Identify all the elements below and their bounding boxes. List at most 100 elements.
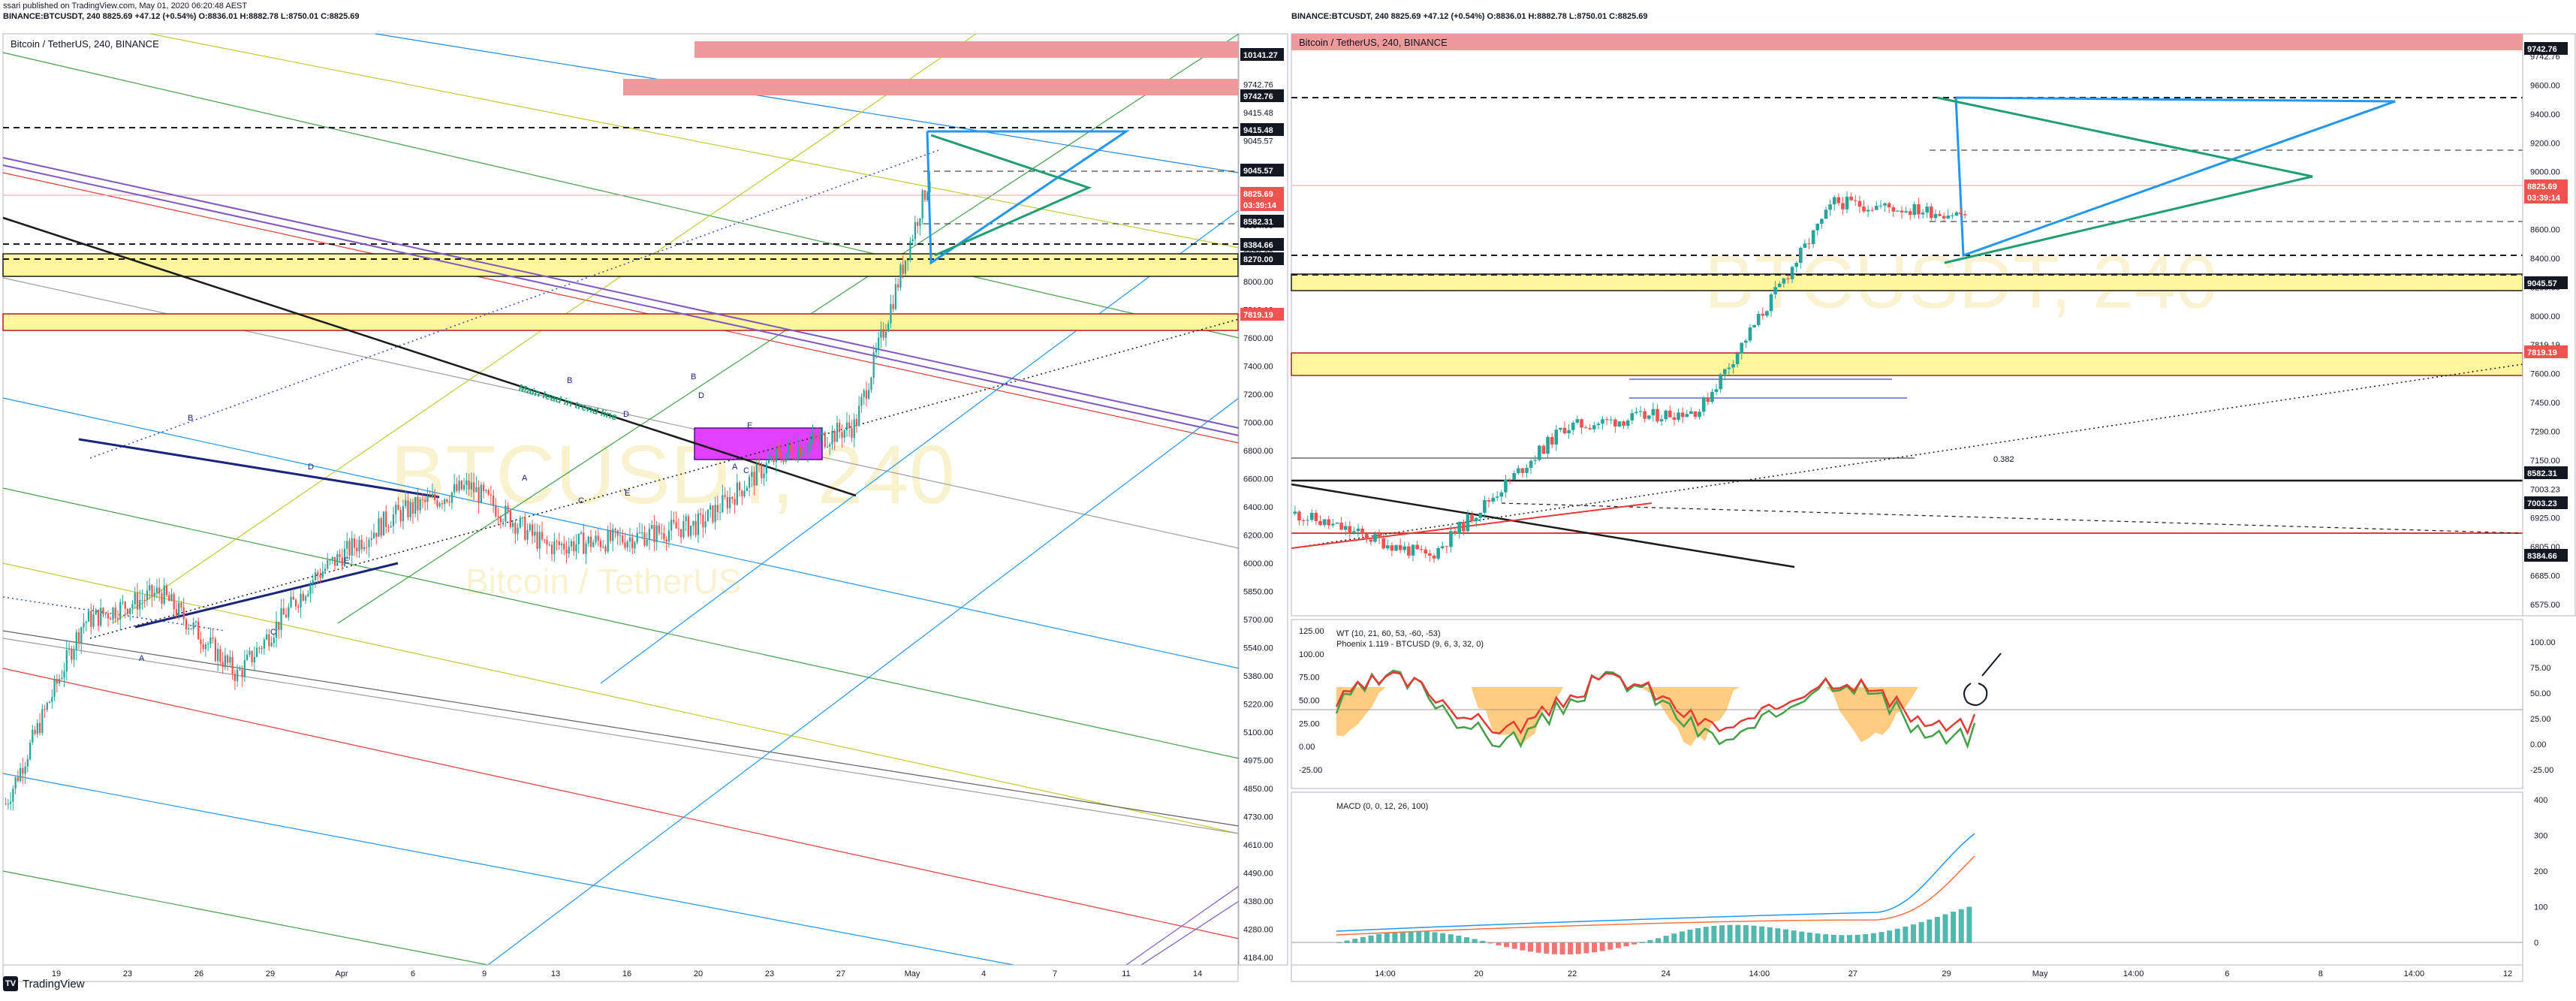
macd-bar xyxy=(1416,931,1422,943)
candle xyxy=(170,593,173,602)
candle xyxy=(826,446,829,448)
macd-bar xyxy=(1783,929,1788,943)
levels xyxy=(3,127,1239,260)
candle xyxy=(836,423,839,442)
candle xyxy=(868,390,870,399)
candle xyxy=(139,599,141,610)
chart-canvas[interactable]: Bitcoin / TetherUS, 240, BINANCE BTCUSDT… xyxy=(0,23,2576,991)
candle xyxy=(1297,511,1301,521)
candle xyxy=(275,621,278,638)
candle xyxy=(110,618,112,620)
candle xyxy=(414,496,417,514)
right-chart[interactable]: Bitcoin / TetherUS, 240, BINANCE BTCUSDT… xyxy=(1291,33,2576,982)
price-tick: 50.00 xyxy=(2530,689,2551,698)
candle xyxy=(46,702,48,710)
price-badge-label: 8384.66 xyxy=(1243,241,1273,250)
price-badge xyxy=(2524,549,2568,562)
candle xyxy=(923,190,926,201)
candle xyxy=(358,539,360,551)
left-chart[interactable]: Bitcoin / TetherUS, 240, BINANCE BTCUSDT… xyxy=(2,33,1288,982)
price-tick: 100.00 xyxy=(2530,638,2556,647)
candle xyxy=(468,480,470,490)
candle xyxy=(536,532,538,549)
candle xyxy=(812,434,814,442)
right-trend-line xyxy=(1291,483,1795,568)
candle xyxy=(802,453,804,456)
left-time-axis[interactable] xyxy=(2,964,1239,982)
candle xyxy=(1478,512,1483,518)
fan-line xyxy=(2,487,1240,759)
candle xyxy=(1609,419,1613,421)
candle xyxy=(722,495,724,512)
candle xyxy=(372,532,375,538)
price-tick: 5220.00 xyxy=(1243,701,1273,710)
price-tick: 9045.57 xyxy=(1243,137,1273,146)
candle xyxy=(1381,538,1385,549)
macd-bar xyxy=(1592,942,1597,953)
candle xyxy=(324,568,327,571)
candle xyxy=(1348,526,1352,533)
macd-bar xyxy=(1544,942,1550,954)
right-price-axis[interactable] xyxy=(2522,33,2576,617)
price-tick: 9400.00 xyxy=(2530,110,2560,119)
candle xyxy=(143,599,146,601)
price-tick: 6925.00 xyxy=(2530,514,2560,523)
candle xyxy=(1529,460,1533,469)
macd-bar xyxy=(1927,919,1933,943)
time-tick: 11 xyxy=(1122,969,1130,978)
candle xyxy=(1495,496,1499,498)
macd-bar xyxy=(1911,924,1916,943)
candle xyxy=(880,329,882,338)
candle xyxy=(904,260,907,274)
candle xyxy=(239,669,241,671)
left-pane-title: Bitcoin / TetherUS, 240, BINANCE xyxy=(11,38,159,50)
candle xyxy=(146,590,149,600)
candle xyxy=(728,496,731,508)
candle xyxy=(736,482,738,505)
price-badge xyxy=(1240,164,1284,176)
left-price-badges: 10141.27 9742.76 9415.48 9045.57 8825.69 03:3… xyxy=(1240,48,1284,321)
time-tick: 29 xyxy=(1942,969,1951,978)
candle xyxy=(95,609,97,615)
tradingview-logo-icon: TV xyxy=(3,976,18,991)
wt-left-axis: 125.00 100.00 75.00 50.00 25.00 0.00 -25.00 xyxy=(1299,627,1324,775)
wave-label: D xyxy=(698,391,704,400)
candle xyxy=(746,487,748,491)
projection-blue xyxy=(1954,96,2396,258)
candle xyxy=(1862,207,1866,212)
candle xyxy=(237,669,239,681)
brand[interactable]: TV TradingView xyxy=(3,976,85,991)
wave-labels: B D A C E B D A C E B D A C E xyxy=(139,372,752,663)
candle xyxy=(470,482,472,490)
candle xyxy=(589,536,592,547)
macd-bar xyxy=(1511,942,1517,949)
candle xyxy=(628,537,631,542)
phoenix-title: Phoenix 1.119 - BTCUSD (9, 6, 3, 32, 0) xyxy=(1336,640,1484,649)
price-tick: 4380.00 xyxy=(1243,897,1273,906)
candle xyxy=(1462,522,1466,532)
candle xyxy=(265,634,268,640)
candle xyxy=(702,514,704,528)
price-tick: 25.00 xyxy=(1299,719,1320,728)
macd-bar xyxy=(1711,926,1717,943)
candle xyxy=(1731,363,1735,368)
candle xyxy=(116,618,119,620)
dotted-trend xyxy=(89,149,939,459)
price-badge xyxy=(1240,215,1284,228)
price-badge-label: 8582.31 xyxy=(2527,469,2557,478)
candle xyxy=(499,517,502,523)
candle xyxy=(563,543,565,550)
candle xyxy=(524,517,526,540)
macd-bar xyxy=(1823,934,1829,943)
candle xyxy=(17,777,19,782)
candle xyxy=(378,518,380,537)
candle xyxy=(734,499,736,505)
time-tick: 22 xyxy=(1568,969,1577,978)
price-tick: 75.00 xyxy=(2530,664,2551,673)
macd-bar xyxy=(1870,933,1876,943)
right-time-axis[interactable] xyxy=(1291,964,2523,982)
candle xyxy=(1398,544,1402,550)
candle xyxy=(855,419,858,427)
candle xyxy=(863,390,865,397)
candle xyxy=(431,493,434,498)
